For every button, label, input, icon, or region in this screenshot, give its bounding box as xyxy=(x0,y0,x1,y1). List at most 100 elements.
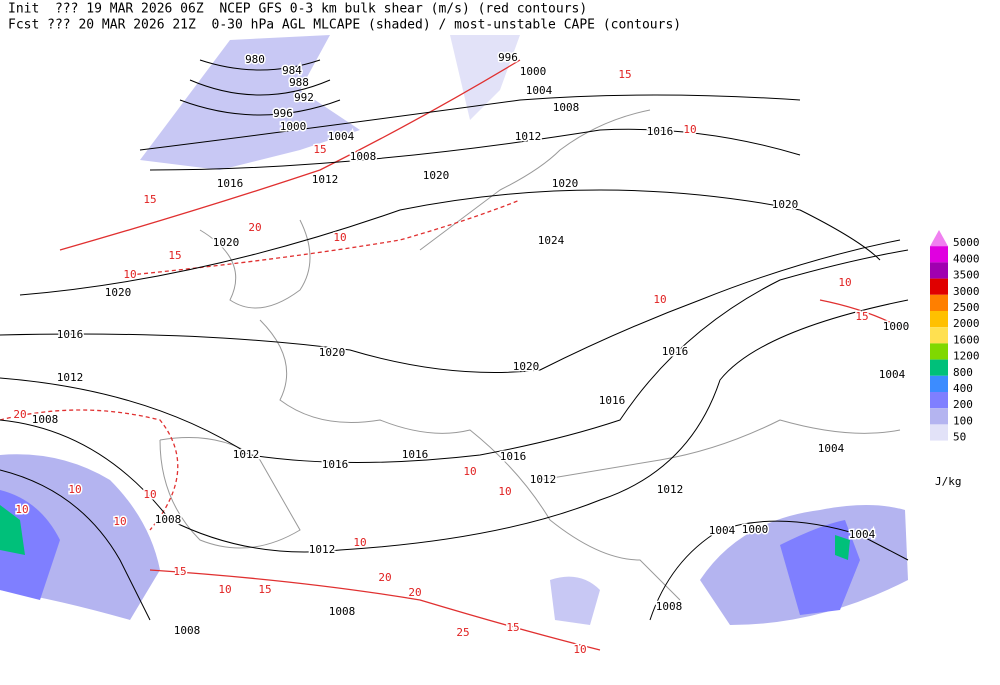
isobar-label: 1016 xyxy=(500,450,527,463)
isobar xyxy=(0,239,901,373)
legend-label: 3000 xyxy=(953,285,980,298)
isobar-label: 1020 xyxy=(513,360,540,373)
legend-label: 1600 xyxy=(953,333,980,346)
isobar-label: 1008 xyxy=(656,600,683,613)
coastline xyxy=(539,419,901,481)
isobar-label: 1000 xyxy=(280,120,307,133)
isobar-label: 1012 xyxy=(312,173,339,186)
coastlines xyxy=(159,109,901,601)
legend-triangle xyxy=(930,230,948,247)
isobars xyxy=(0,59,909,621)
isobar-label: 1012 xyxy=(657,483,684,496)
isobar-label: 1016 xyxy=(217,177,244,190)
isobar-label: 1008 xyxy=(32,413,59,426)
shear-label: 15 xyxy=(313,143,326,156)
isobar-label: 1012 xyxy=(233,448,260,461)
shear-label: 25 xyxy=(456,626,469,639)
isobar xyxy=(0,469,151,621)
shear-label: 10 xyxy=(218,583,231,596)
contour-labels: 9809849889929961000100410081012101610201… xyxy=(12,50,911,658)
legend-swatch xyxy=(930,327,948,344)
shear-label: 20 xyxy=(408,586,421,599)
shear-contour xyxy=(819,299,906,331)
isobar xyxy=(0,249,909,463)
isobar-label: 988 xyxy=(289,76,309,89)
legend-swatch xyxy=(930,408,948,425)
legend-swatch xyxy=(930,392,948,409)
shear-label: 10 xyxy=(573,643,586,656)
legend-label: 2000 xyxy=(953,317,980,330)
isobar xyxy=(0,299,909,553)
header-line: Init ??? 19 MAR 2026 06Z NCEP GFS 0-3 km… xyxy=(8,2,587,17)
legend-label: 50 xyxy=(953,431,966,444)
header-line: Fcst ??? 20 MAR 2026 21Z 0-30 hPa AGL ML… xyxy=(8,18,681,33)
isobar xyxy=(139,94,801,151)
isobar-label: 992 xyxy=(294,91,314,104)
legend-label: 200 xyxy=(953,398,973,411)
cape-area xyxy=(835,535,850,560)
isobar xyxy=(179,59,341,116)
isobar-label: 984 xyxy=(282,64,302,77)
legend-swatch xyxy=(930,359,948,376)
isobar-label: 1004 xyxy=(849,528,876,541)
legend-swatch xyxy=(930,375,948,392)
isobar-label: 1008 xyxy=(350,150,377,163)
isobar-label: 1004 xyxy=(526,84,553,97)
isobar-label: 1016 xyxy=(647,125,674,138)
shear-label: 15 xyxy=(168,249,181,262)
isobar-label: 1004 xyxy=(709,524,736,537)
cape-area xyxy=(0,505,25,555)
isobar-label: 980 xyxy=(245,53,265,66)
isobar-label: 1020 xyxy=(772,198,799,211)
legend-swatch xyxy=(930,424,948,441)
isobar-label: 1016 xyxy=(599,394,626,407)
shear-label: 10 xyxy=(498,485,511,498)
shear-label: 15 xyxy=(173,565,186,578)
shear-label: 15 xyxy=(618,68,631,81)
isobar-label: 1012 xyxy=(309,543,336,556)
isobar-label: 1020 xyxy=(319,346,346,359)
isobar-label: 1016 xyxy=(322,458,349,471)
isobar xyxy=(149,128,801,171)
isobar-label: 1004 xyxy=(818,442,845,455)
isobar-label: 1012 xyxy=(530,473,557,486)
shear-label: 10 xyxy=(68,483,81,496)
isobar-label: 996 xyxy=(498,51,518,64)
isobar-label: 1020 xyxy=(423,169,450,182)
shear-label: 10 xyxy=(683,123,696,136)
isobar-label: 1000 xyxy=(883,320,910,333)
legend-swatch xyxy=(930,262,948,279)
shear-label: 20 xyxy=(248,221,261,234)
isobar-label: 1024 xyxy=(538,234,565,247)
legend-label: 3500 xyxy=(953,269,980,282)
shear-label: 15 xyxy=(506,621,519,634)
color-legend: 5000 4000 3500 3000 2500 2000 1600 1200 800 400 20… xyxy=(930,230,980,488)
coastline xyxy=(159,437,301,549)
shear-label: 10 xyxy=(333,231,346,244)
shear-label: 15 xyxy=(258,583,271,596)
legend-swatch xyxy=(930,246,948,263)
isobar-label: 1020 xyxy=(552,177,579,190)
shear-label: 10 xyxy=(653,293,666,306)
shear-contour xyxy=(149,569,601,651)
shear-label: 20 xyxy=(378,571,391,584)
cape-area xyxy=(140,35,360,170)
isobar-label: 1004 xyxy=(879,368,906,381)
cape-shading xyxy=(0,35,908,625)
isobar-label: 1016 xyxy=(402,448,429,461)
isobar-label: 1012 xyxy=(515,130,542,143)
shear-label: 10 xyxy=(463,465,476,478)
legend-label: 5000 xyxy=(953,236,980,249)
shear-contours xyxy=(0,59,906,651)
isobar xyxy=(19,189,881,296)
shear-label: 20 xyxy=(13,408,26,421)
cape-area xyxy=(450,35,520,120)
legend-label: 800 xyxy=(953,366,973,379)
isobar-label: 1004 xyxy=(328,130,355,143)
legend-swatch xyxy=(930,343,948,360)
legend-swatch xyxy=(930,294,948,311)
isobar-label: 1008 xyxy=(553,101,580,114)
legend-label: 4000 xyxy=(953,252,980,265)
shear-label: 10 xyxy=(353,536,366,549)
coastline xyxy=(259,319,681,601)
